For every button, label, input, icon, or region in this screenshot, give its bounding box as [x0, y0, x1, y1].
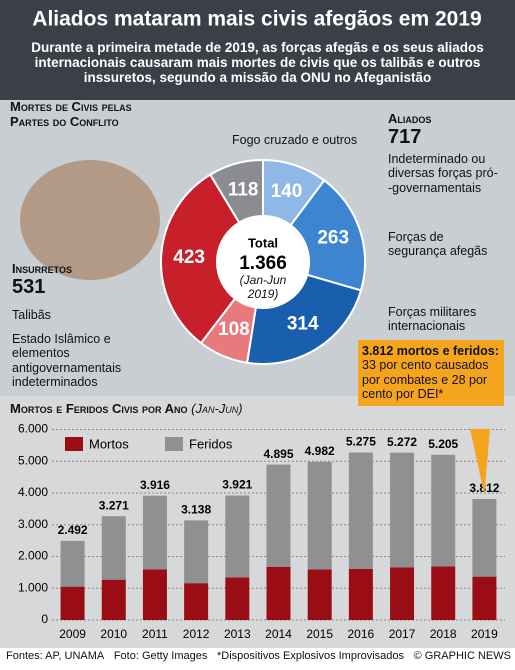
bar-segment [390, 452, 415, 568]
bar-segment [266, 464, 291, 567]
category-label: Forças de segurança afegãs [388, 230, 488, 259]
pie-hole [218, 217, 308, 307]
bar-segment [266, 566, 291, 620]
group-name: Insurretos [12, 261, 72, 276]
x-tick-label: 2011 [142, 627, 168, 641]
photo-shape [20, 160, 160, 280]
pie-segment [289, 179, 366, 292]
pie-segment [208, 158, 264, 224]
category-label: Indeterminado ou diversas forças pró--go… [388, 152, 498, 195]
total-label: 3.138 [181, 503, 211, 517]
legend-swatch [65, 437, 83, 451]
total-label: 5.272 [387, 435, 417, 449]
bar-segment [142, 495, 167, 570]
segment-label: 118 [228, 180, 259, 201]
header-bg [0, 0, 515, 100]
callout: 3.812 mortos e feridos: 33 por cento cau… [358, 340, 504, 406]
x-tick-label: 2017 [389, 627, 416, 641]
legend-swatch [165, 437, 183, 451]
bar-segment [472, 498, 497, 577]
footer: Fontes: AP, UNAMA Foto: Getty Images *Di… [6, 650, 511, 663]
x-tick-label: 2018 [430, 627, 457, 641]
group-name: Aliados [388, 111, 432, 126]
total-label: 4.895 [263, 447, 293, 461]
segment-label: 263 [317, 228, 349, 249]
segment-label: 423 [173, 247, 205, 268]
total-label: 3.916 [140, 478, 170, 492]
total-label: 3.921 [222, 478, 252, 492]
bar-segment [225, 495, 250, 578]
y-tick-label: 5.000 [18, 453, 48, 467]
legend-label: Mortos [89, 436, 129, 451]
total-label: 3.271 [99, 498, 129, 512]
total-label: 4.982 [305, 444, 335, 458]
bar-title-note: (Jan-Jun) [191, 401, 243, 416]
segment-label: 140 [271, 181, 303, 202]
x-tick-label: 2015 [306, 627, 333, 641]
segment-label: 108 [218, 319, 250, 340]
callout-pointer [470, 429, 490, 495]
total-label: 5.275 [346, 435, 376, 449]
y-tick-label: 0 [41, 612, 48, 626]
x-tick-label: 2016 [348, 627, 375, 641]
bar-title: Mortos e Feridos Civis por Ano (Jan-Jun) [10, 401, 243, 417]
bar-segment [225, 577, 250, 620]
category-label: Talibãs [12, 308, 51, 322]
period: (Jan-Jun 2019) [239, 273, 287, 301]
pie-segment [160, 173, 241, 345]
footer-photo: Foto: Getty Images [113, 650, 208, 662]
total-value: 1.366 [239, 253, 287, 274]
callout-text: 33 por cento causados por combates e 28 … [362, 358, 489, 402]
bar-segment [390, 567, 415, 620]
total-title: Total [248, 235, 278, 250]
total-label: 5.205 [428, 437, 458, 451]
bar-segment [60, 586, 85, 620]
bar-segment [142, 569, 167, 620]
total-label: 2.492 [58, 523, 88, 537]
bar-segment [101, 516, 126, 580]
bar-segment [184, 520, 209, 584]
group-value: 717 [388, 126, 422, 148]
category-label: Estado Islâmico e elementos antigovernam… [12, 332, 122, 390]
segment-label: 314 [287, 313, 319, 334]
group-value: 531 [12, 276, 46, 298]
bar-segment [60, 540, 85, 587]
x-tick-label: 2014 [265, 627, 292, 641]
title: Aliados mataram mais civis afegãos em 20… [32, 8, 481, 31]
x-tick-label: 2009 [59, 627, 86, 641]
x-tick-label: 2013 [224, 627, 251, 641]
category-label: Forças militares internacionais [388, 305, 477, 334]
bar-title-text: Mortos e Feridos Civis por Ano [10, 401, 188, 416]
category-label: Fogo cruzado e outros [232, 133, 358, 147]
footer-credit: © GRAPHIC NEWS [413, 650, 511, 662]
footer-note: *Dispositivos Explosivos Improvisados [216, 650, 405, 662]
footer-sources: Fontes: AP, UNAMA [6, 650, 105, 662]
y-tick-label: 2.000 [18, 549, 48, 563]
x-tick-label: 2012 [183, 627, 210, 641]
x-tick-label: 2010 [100, 627, 127, 641]
bar-segment [348, 452, 373, 569]
bar-segment [101, 579, 126, 620]
bar-segment [431, 566, 456, 620]
bar-segment [184, 583, 209, 620]
bar-segment [307, 461, 332, 570]
legend-label: Feridos [189, 436, 233, 451]
pie-segment [245, 273, 363, 365]
callout-title: 3.812 mortos e feridos: [362, 344, 499, 358]
pie-title: Mortes de Civis pelas Partes do Conflito [10, 99, 132, 129]
bar-segment [472, 576, 497, 620]
y-tick-label: 1.000 [18, 580, 48, 594]
bar-segment [348, 568, 373, 620]
y-tick-label: 6.000 [18, 422, 48, 436]
bar-segment [431, 454, 456, 567]
panel-bg [0, 396, 515, 648]
y-tick-label: 3.000 [18, 517, 48, 531]
x-tick-label: 2019 [471, 627, 498, 641]
y-tick-label: 4.000 [18, 485, 48, 499]
subtitle: Durante a primeira metade de 2019, as fo… [31, 40, 484, 86]
bar-segment [307, 569, 332, 620]
